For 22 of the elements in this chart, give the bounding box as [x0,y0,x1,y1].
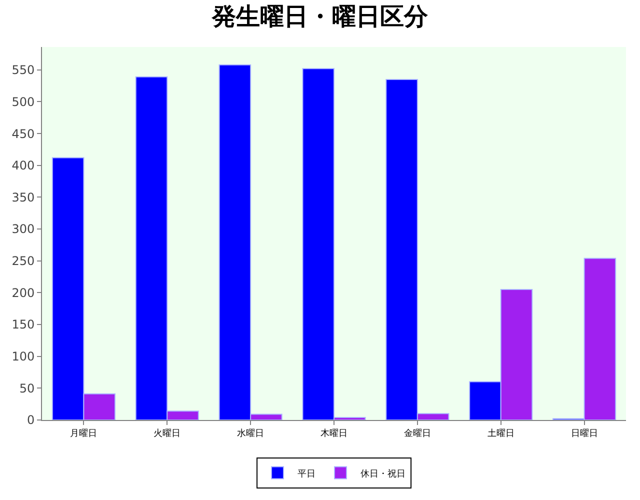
y-tick-label: 100 [12,350,35,364]
y-tick-label: 350 [12,190,35,204]
y-tick-label: 50 [19,381,35,396]
y-tick-label: 200 [12,286,35,300]
x-tick-label: 土曜日 [487,428,514,439]
y-tick-label: 450 [12,126,35,141]
y-tick-label: 150 [12,318,35,332]
chart-title: 発生曜日・曜日区分 [211,2,429,30]
y-tick-label: 550 [12,63,35,78]
x-tick-label: 日曜日 [570,428,598,439]
y-tick-label: 250 [12,254,35,268]
x-tick-label: 木曜日 [320,428,348,439]
x-tick-label: 月曜日 [70,428,98,439]
y-tick-label: 500 [12,94,35,109]
y-tick-label: 300 [12,222,35,236]
legend-label: 平日 [298,469,316,480]
x-tick-label: 金曜日 [404,428,431,439]
x-tick-label: 水曜日 [237,428,264,439]
x-tick-label: 火曜日 [154,428,181,439]
legend-label: 休日・祝日 [360,468,406,480]
y-tick-label: 0 [26,413,35,428]
y-tick-label: 400 [12,158,35,173]
